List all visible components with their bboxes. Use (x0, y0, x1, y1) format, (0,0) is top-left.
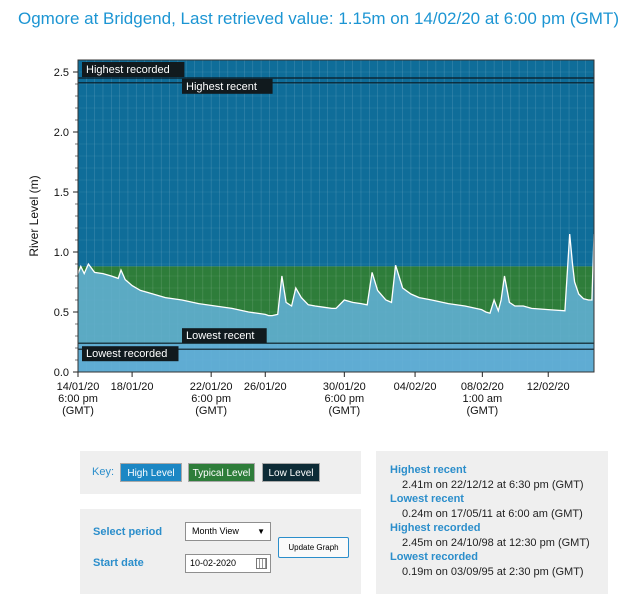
start-date-label: Start date (93, 557, 144, 569)
x-tick-label: 6:00 pm (58, 393, 98, 405)
highest-recent-label: Highest recent (390, 464, 467, 476)
river-level-chart: Highest recorded Highest recent Lowest rec… (27, 59, 595, 417)
key-low-level[interactable]: Low Level (262, 463, 320, 482)
x-tick-label: 04/02/20 (394, 381, 437, 393)
reference-label: Highest recorded (86, 64, 170, 76)
calendar-icon[interactable] (256, 558, 267, 569)
lowest-recorded-value: 0.19m on 03/09/95 at 2:30 pm (GMT) (402, 566, 584, 578)
period-panel: Select period Month View ▼ Update Graph … (80, 509, 361, 594)
band-high-level (78, 60, 594, 267)
x-tick-label: (GMT) (328, 405, 360, 417)
y-tick-label: 2.5 (54, 67, 69, 79)
lowest-recent-value: 0.24m on 17/05/11 at 6:00 am (GMT) (402, 508, 583, 520)
period-select-value: Month View (192, 526, 239, 536)
key-high-level[interactable]: High Level (120, 463, 182, 482)
x-tick-label: 1:00 am (462, 393, 502, 405)
x-tick-label: 14/01/20 (57, 381, 100, 393)
key-typical-level[interactable]: Typical Level (188, 463, 255, 482)
y-tick-label: 0.5 (54, 307, 69, 319)
x-tick-label: (GMT) (195, 405, 227, 417)
update-graph-button[interactable]: Update Graph (278, 537, 349, 558)
x-tick-label: (GMT) (466, 405, 498, 417)
start-date-value: 10-02-2020 (190, 558, 237, 568)
page-title: Ogmore at Bridgend, Last retrieved value… (18, 9, 619, 28)
x-tick-label: 22/01/20 (190, 381, 233, 393)
highest-recorded-value: 2.45m on 24/10/98 at 12:30 pm (GMT) (402, 537, 590, 549)
start-date-input[interactable]: 10-02-2020 (185, 554, 271, 573)
key-panel: Key: High Level Typical Level Low Level (80, 451, 361, 494)
x-tick-label: 6:00 pm (324, 393, 364, 405)
highest-recent-value: 2.41m on 22/12/12 at 6:30 pm (GMT) (402, 479, 584, 491)
y-axis-label: River Level (m) (27, 175, 41, 256)
x-tick-label: 08/02/20 (461, 381, 504, 393)
lowest-recorded-label: Lowest recorded (390, 551, 479, 563)
lowest-recent-label: Lowest recent (390, 493, 464, 505)
period-select[interactable]: Month View ▼ (185, 522, 271, 541)
x-tick-label: 30/01/20 (323, 381, 366, 393)
x-tick-label: (GMT) (62, 405, 94, 417)
reference-label: Lowest recent (186, 330, 254, 342)
reference-label-box (82, 62, 185, 77)
x-tick-label: 6:00 pm (191, 393, 231, 405)
x-tick-label: 12/02/20 (527, 381, 570, 393)
reference-label: Lowest recorded (86, 348, 167, 360)
level-line-series (77, 233, 595, 317)
x-tick-label: 26/01/20 (244, 381, 287, 393)
x-tick-label: 18/01/20 (111, 381, 154, 393)
y-tick-label: 1.5 (54, 187, 69, 199)
highest-recorded-label: Highest recorded (390, 522, 481, 534)
stats-panel: Highest recent 2.41m on 22/12/12 at 6:30… (376, 451, 608, 594)
select-period-label: Select period (93, 526, 163, 538)
dropdown-arrow-icon: ▼ (257, 527, 265, 536)
y-tick-label: 0.0 (54, 367, 69, 379)
y-tick-label: 2.0 (54, 127, 69, 139)
y-tick-label: 1.0 (54, 247, 69, 259)
key-label: Key: (92, 466, 115, 478)
reference-label-box (182, 328, 267, 344)
reference-label: Highest recent (186, 81, 257, 93)
reference-label-box (82, 346, 179, 362)
reference-label-box (182, 78, 273, 94)
